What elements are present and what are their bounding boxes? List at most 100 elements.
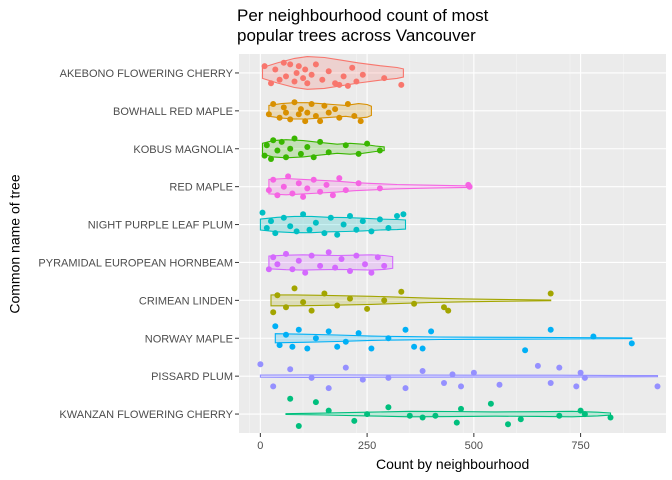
data-point [359,218,366,225]
violin-shape [259,374,659,378]
data-point [278,138,285,145]
data-point [280,59,287,66]
data-point [287,145,294,152]
data-point [332,106,339,113]
x-tick-label: 250 [358,440,376,452]
data-point [317,262,324,269]
title-line-1: Per neighbourhood count of most [237,6,489,25]
data-point [522,347,529,354]
data-point [283,154,289,161]
data-point [362,261,368,268]
data-point [317,188,324,195]
data-point [265,187,272,194]
data-point [547,380,554,386]
data-point [261,152,268,159]
violin-shape [261,139,385,159]
data-point [276,76,283,83]
data-point [332,264,339,271]
data-point [310,154,317,161]
data-point [344,82,351,89]
data-point [300,75,307,82]
data-point [287,395,294,402]
series-group: KWANZAN FLOWERING CHERRY [59,395,614,429]
data-point [283,73,289,80]
data-point [342,338,349,345]
data-point [347,268,353,274]
data-point [317,118,324,125]
data-point [385,404,392,411]
data-point [289,266,296,273]
data-point [411,343,418,350]
data-point [334,343,341,350]
data-point [268,218,274,225]
data-point [385,374,392,381]
data-point [419,414,426,421]
data-point [272,323,279,330]
data-point [287,223,294,230]
data-point [325,149,332,156]
data-point [268,80,274,87]
data-point [321,102,328,109]
data-point [381,297,388,304]
y-tick-label: CRIMEAN LINDEN [139,295,233,307]
data-point [295,111,302,118]
data-point [336,175,343,182]
plot-panel [239,54,666,433]
series-group: PISSARD PLUM [151,361,661,392]
data-point [306,226,313,233]
x-tick-label: 0 [257,440,263,452]
data-point [406,412,413,419]
data-point [300,299,307,306]
data-point [319,76,326,83]
data-point [374,254,381,261]
data-point [411,300,418,307]
data-point [272,230,279,237]
data-point [590,333,597,340]
data-point [376,147,383,154]
data-point [270,383,277,390]
data-point [304,109,311,116]
data-point [340,221,347,228]
data-point [297,150,304,157]
data-point [283,331,289,338]
data-point [276,114,283,121]
data-point [270,137,277,144]
chart-title: Per neighbourhood count of most popular … [237,6,488,46]
data-point [289,190,296,197]
data-point [302,66,309,73]
data-point [487,400,494,407]
data-point [291,285,298,292]
data-point [402,326,409,333]
x-tick-label: 500 [465,440,483,452]
data-point [505,421,511,428]
data-point [458,383,464,390]
data-point [342,187,349,194]
data-point [300,211,307,218]
data-point [577,407,584,414]
data-point [261,63,268,70]
data-point [355,180,362,187]
data-point [295,63,302,70]
series-group: KOBUS MAGNOLIA [133,135,385,162]
data-point [336,114,343,121]
data-point [325,68,332,75]
data-point [353,226,360,233]
data-point [355,150,362,157]
data-point [283,250,289,257]
data-point [295,423,302,429]
data-point [268,156,274,162]
data-point [257,361,264,368]
data-point [270,101,277,107]
data-point [291,78,298,85]
data-point [368,345,375,352]
data-point [287,61,294,68]
y-tick-label: AKEBONO FLOWERING CHERRY [60,68,234,80]
data-point [336,81,343,88]
data-point [419,345,426,352]
data-point [287,366,294,373]
data-point [466,183,473,190]
data-point [304,80,311,87]
data-point [338,256,345,262]
data-point [556,412,563,419]
